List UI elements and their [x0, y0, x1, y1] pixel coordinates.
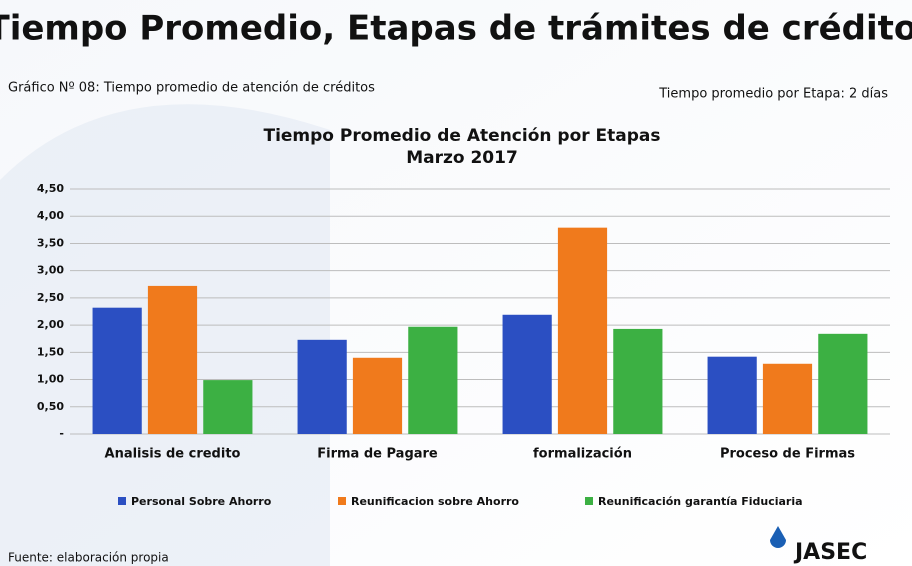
- x-tick-label: formalización: [533, 447, 632, 462]
- logo: JASEC: [793, 540, 867, 565]
- legend-label: Personal Sobre Ahorro: [131, 495, 272, 508]
- y-tick-label: 3,50: [37, 236, 64, 249]
- bar: [147, 285, 198, 434]
- legend-label: Reunificacion sobre Ahorro: [351, 495, 519, 508]
- y-tick-label: 1,50: [37, 345, 64, 358]
- y-tick-label: 4,50: [37, 182, 64, 195]
- y-tick-label: -: [59, 427, 64, 440]
- legend-label: Reunificación garantía Fiduciaria: [598, 495, 803, 508]
- bar: [352, 357, 403, 434]
- bar: [502, 314, 552, 434]
- bar: [818, 333, 868, 434]
- legend-swatch: [338, 497, 346, 505]
- bar: [92, 307, 142, 434]
- note: Tiempo promedio por Etapa: 2 días: [658, 87, 888, 102]
- y-tick-label: 1,00: [37, 373, 64, 386]
- logo-icon: [770, 526, 786, 548]
- bar: [762, 363, 813, 434]
- y-tick-label: 2,50: [37, 291, 64, 304]
- y-tick-label: 3,00: [37, 264, 64, 277]
- bar: [203, 380, 253, 434]
- bar: [613, 328, 663, 434]
- bar: [557, 227, 608, 434]
- bar: [408, 326, 458, 434]
- y-tick-label: 2,00: [37, 318, 64, 331]
- x-tick-label: Proceso de Firmas: [720, 447, 855, 462]
- caption: Gráfico Nº 08: Tiempo promedio de atenci…: [8, 81, 375, 96]
- bar: [707, 356, 757, 434]
- x-tick-label: Analisis de credito: [105, 447, 241, 462]
- legend-swatch: [585, 497, 593, 505]
- legend-swatch: [118, 497, 126, 505]
- slide-title: Tiempo Promedio, Etapas de trámites de c…: [0, 9, 912, 49]
- source: Fuente: elaboración propia: [8, 551, 169, 565]
- chart-subtitle: Marzo 2017: [406, 148, 518, 168]
- chart-title: Tiempo Promedio de Atención por Etapas: [263, 126, 660, 146]
- y-tick-label: 4,00: [37, 209, 64, 222]
- x-tick-label: Firma de Pagare: [317, 447, 438, 462]
- y-tick-label: 0,50: [37, 400, 64, 413]
- bar: [297, 339, 347, 434]
